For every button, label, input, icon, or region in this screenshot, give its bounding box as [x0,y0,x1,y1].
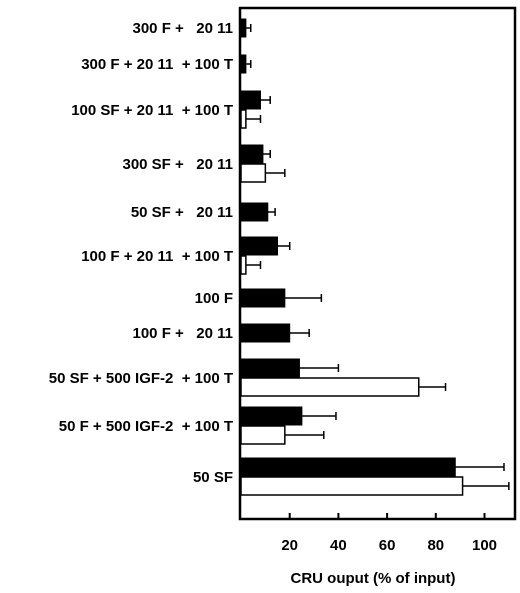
bar-white [240,425,286,445]
x-tick-label: 60 [379,537,396,554]
category-label: 100 F [195,290,233,307]
category-label: 50 SF + 20 11 [131,204,233,221]
category-label: 300 F + 20 11 + 100 T [81,56,233,73]
category-label: 100 F + 20 11 + 100 T [81,248,233,265]
bar-black [240,54,247,74]
x-tick-label: 40 [330,537,347,554]
plot-frame [238,6,517,521]
bar-black [240,323,291,343]
category-labels: 300 F + 20 11 300 F + 20 11 + 100 T 100 SF… [49,20,233,486]
x-axis-ticks: 20 40 60 80 100 [281,513,497,554]
x-tick-label: 80 [427,537,444,554]
bar-white [240,163,267,183]
category-label: 50 F + 500 IGF-2 + 100 T [59,418,233,435]
error-bars-layer [245,24,510,490]
bar-black [240,202,269,222]
bar-white [240,377,420,397]
x-axis-title: CRU ouput (% of input) [291,570,456,587]
x-tick-label: 100 [472,537,497,554]
bar-white [240,255,247,275]
x-tick-label: 20 [281,537,298,554]
bar-black [240,288,286,308]
bar-black [240,358,300,378]
bar-black [240,457,456,477]
bar-white [240,476,464,496]
category-label: 100 SF + 20 11 + 100 T [71,102,233,119]
bar-black [240,236,279,256]
category-label: 100 F + 20 11 [133,325,234,342]
bar-black [240,144,264,164]
bar-black [240,90,261,110]
category-label: 50 SF + 500 IGF-2 + 100 T [49,370,233,387]
bar-white [240,109,247,129]
bars-layer [240,18,464,496]
bar-black [240,18,247,38]
category-label: 300 SF + 20 11 [122,156,233,173]
category-label: 300 F + 20 11 [133,20,234,37]
bar-black [240,406,303,426]
category-label: 50 SF [193,469,233,486]
